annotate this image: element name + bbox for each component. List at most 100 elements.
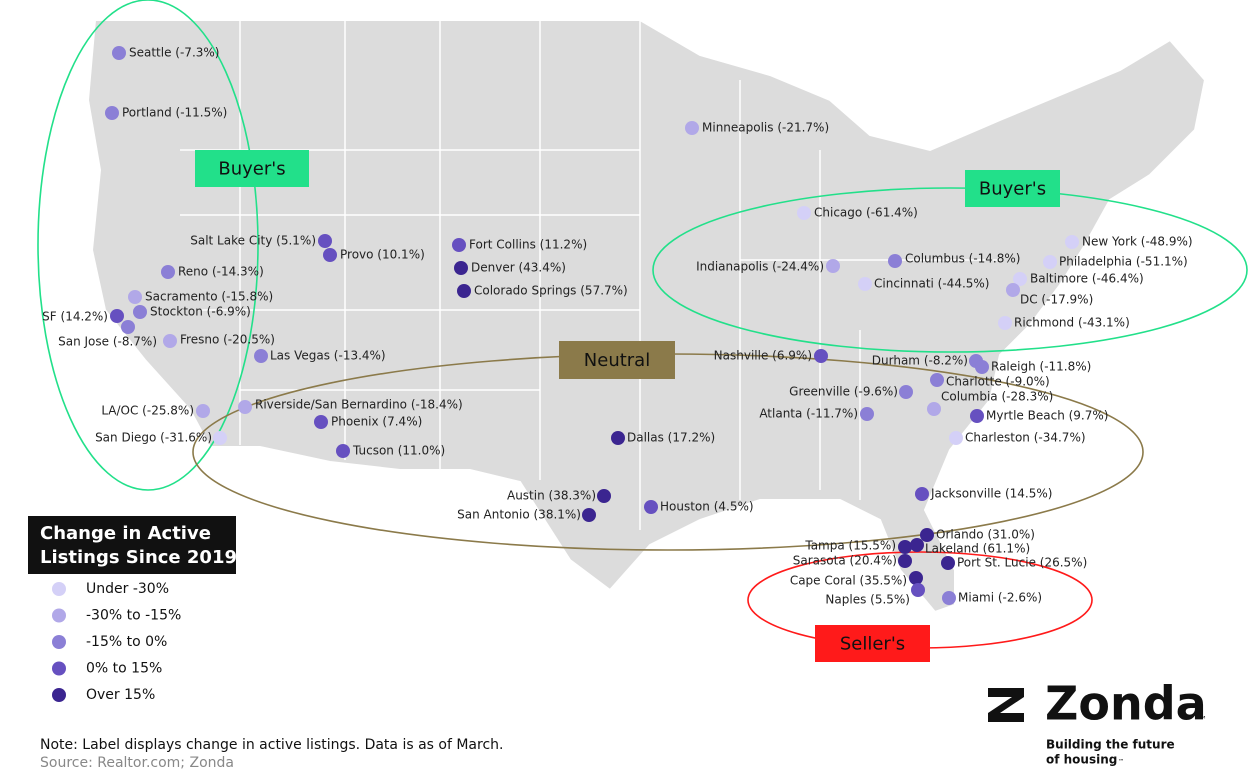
legend-label: -30% to -15% (86, 608, 181, 624)
zone-box (559, 341, 675, 379)
city-label: Seattle (-7.3%) (129, 46, 219, 60)
city-dot (814, 349, 828, 363)
city-label: Las Vegas (-13.4%) (270, 349, 386, 363)
city-label: San Jose (-8.7%) (58, 335, 157, 349)
city-label: Colorado Springs (57.7%) (474, 284, 628, 298)
us-landmass (86, 19, 1207, 614)
city-dot (927, 402, 941, 416)
city-dot (1043, 255, 1057, 269)
city-label: Fresno (-20.5%) (180, 333, 275, 347)
legend-label: 0% to 15% (86, 661, 162, 677)
city-dot (941, 556, 955, 570)
logo-tagline: of housing (1046, 753, 1117, 767)
zone-box (195, 150, 309, 187)
city-dot (454, 261, 468, 275)
city-dot (128, 290, 142, 304)
city-dot (898, 540, 912, 554)
city-label: Reno (-14.3%) (178, 265, 264, 279)
city-label: Salt Lake City (5.1%) (190, 234, 316, 248)
logo-icon (988, 688, 1024, 722)
city-dot (899, 385, 913, 399)
city-label: Columbia (-28.3%) (941, 390, 1053, 404)
city-label: Raleigh (-11.8%) (991, 360, 1091, 374)
city-dot (975, 360, 989, 374)
city-dot (121, 320, 135, 334)
city-dot (110, 309, 124, 323)
city-dot (133, 305, 147, 319)
city-dot (915, 487, 929, 501)
city-dot (163, 334, 177, 348)
city-dot (452, 238, 466, 252)
city-label: Greenville (-9.6%) (789, 385, 898, 399)
city-dot (888, 254, 902, 268)
city-label: Lakeland (61.1%) (925, 542, 1030, 556)
zone-label: Buyer's (979, 179, 1046, 200)
city-label: Phoenix (7.4%) (331, 415, 422, 429)
city-dot (970, 409, 984, 423)
city-label: Riverside/San Bernardino (-18.4%) (255, 398, 463, 412)
city-dot (254, 349, 268, 363)
logo-tm: ™ (1118, 759, 1124, 766)
city-label: Columbus (-14.8%) (905, 252, 1020, 266)
city-label: Jacksonville (14.5%) (930, 487, 1052, 501)
city-dot (826, 259, 840, 273)
city-label: Fort Collins (11.2%) (469, 238, 587, 252)
zone-label: Neutral (584, 350, 650, 371)
legend-title: Listings Since 2019 (40, 547, 237, 568)
city-dot (644, 500, 658, 514)
city-label: Orlando (31.0%) (936, 528, 1035, 542)
city-label: Sarasota (20.4%) (793, 554, 897, 568)
city-label: Denver (43.4%) (471, 261, 566, 275)
city-dot (336, 444, 350, 458)
city-dot (196, 404, 210, 418)
legend-swatch (52, 582, 66, 596)
city-label: Richmond (-43.1%) (1014, 316, 1130, 330)
city-dot (582, 508, 596, 522)
city-dot (911, 583, 925, 597)
city-label: Stockton (-6.9%) (150, 305, 251, 319)
city-dot (930, 373, 944, 387)
legend-swatch (52, 688, 66, 702)
city-dot (797, 206, 811, 220)
city-dot (213, 431, 227, 445)
city-label: Houston (4.5%) (660, 500, 754, 514)
city-label: Tucson (11.0%) (352, 444, 445, 458)
city-dot (858, 277, 872, 291)
city-label: Cincinnati (-44.5%) (874, 277, 989, 291)
city-dot (685, 121, 699, 135)
city-label: SF (14.2%) (42, 310, 108, 324)
city-dot (998, 316, 1012, 330)
city-dot (597, 489, 611, 503)
city-dot (238, 400, 252, 414)
legend-label: -15% to 0% (86, 634, 167, 650)
logo-name: Zonda (1045, 677, 1207, 731)
legend-title: Change in Active (40, 523, 211, 544)
city-label: Nashville (6.9%) (714, 349, 812, 363)
city-label: LA/OC (-25.8%) (101, 404, 194, 418)
city-label: Provo (10.1%) (340, 248, 425, 262)
city-label: Atlanta (-11.7%) (759, 407, 858, 421)
city-label: Naples (5.5%) (825, 593, 910, 607)
city-label: San Antonio (38.1%) (457, 508, 581, 522)
city-label: Charlotte (-9.0%) (946, 375, 1050, 389)
city-label: DC (-17.9%) (1020, 293, 1093, 307)
city-label: Chicago (-61.4%) (814, 206, 918, 220)
city-label: Dallas (17.2%) (627, 431, 715, 445)
city-dot (920, 528, 934, 542)
city-label: Tampa (15.5%) (804, 539, 896, 553)
city-label: San Diego (-31.6%) (95, 431, 212, 445)
city-label: Indianapolis (-24.4%) (696, 260, 824, 274)
city-dot (860, 407, 874, 421)
city-label: Philadelphia (-51.1%) (1059, 255, 1188, 269)
legend-swatch (52, 608, 66, 623)
city-dot (898, 554, 912, 568)
city-dot (457, 284, 471, 298)
city-label: Port St. Lucie (26.5%) (957, 556, 1087, 570)
city-dot (1013, 272, 1027, 286)
legend-label: Over 15% (86, 687, 155, 703)
city-label: Baltimore (-46.4%) (1030, 272, 1144, 286)
legend-label: Under -30% (86, 581, 169, 597)
state-borders (180, 20, 1000, 530)
zone-box (815, 625, 930, 662)
city-dot (112, 46, 126, 60)
